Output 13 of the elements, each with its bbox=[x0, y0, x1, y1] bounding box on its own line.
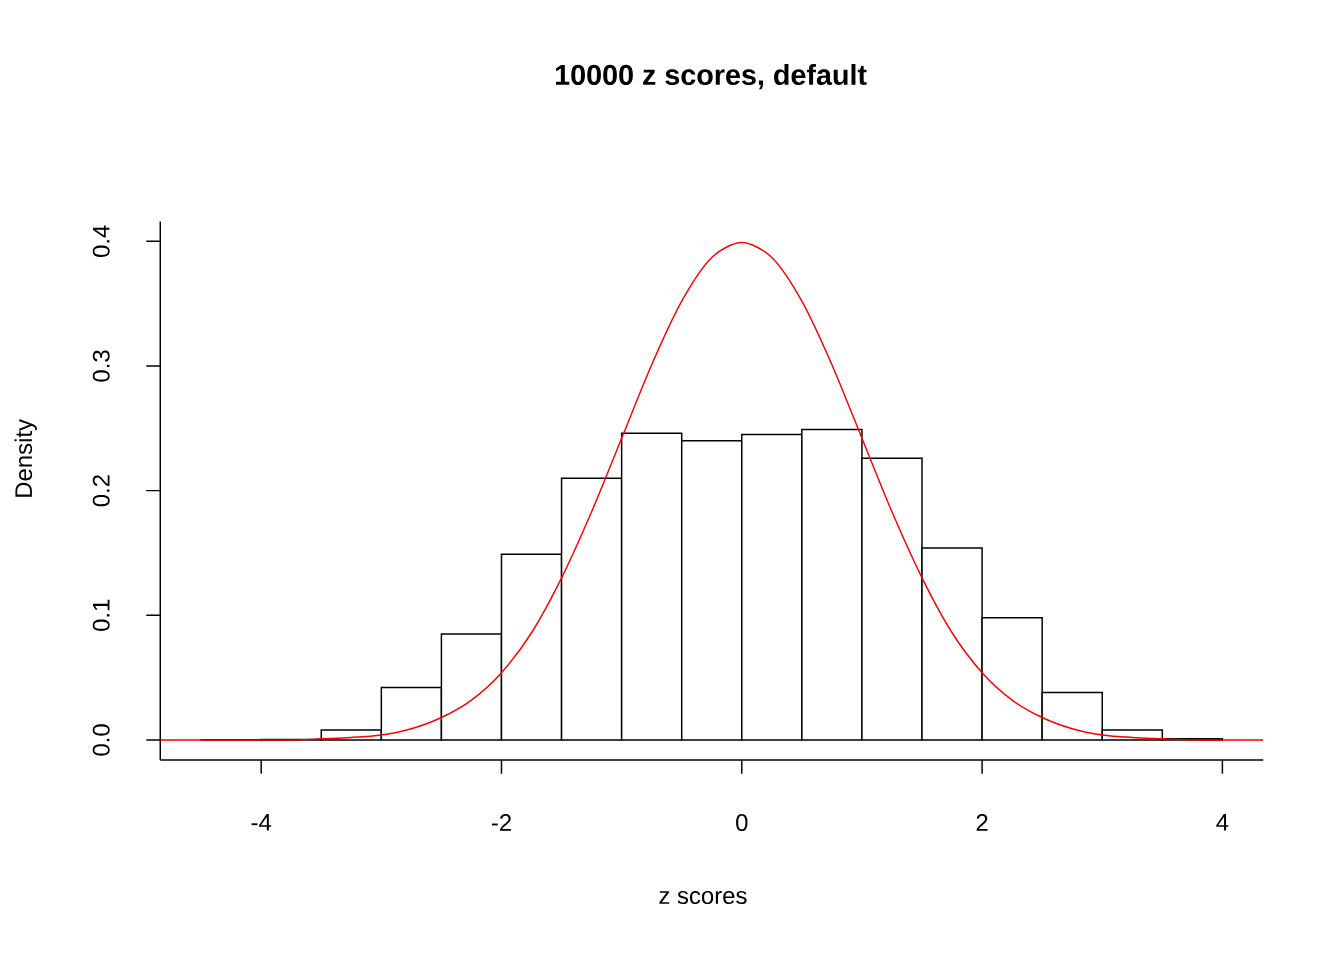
x-tick-label: 4 bbox=[1216, 813, 1229, 831]
chart-title: 10000 z scores, default bbox=[556, 63, 867, 90]
y-tick-label: 0.3 bbox=[92, 350, 110, 382]
x-tick-label: 2 bbox=[976, 813, 988, 831]
x-tick-label: 0 bbox=[736, 813, 748, 831]
y-tick-label: 0.2 bbox=[92, 475, 110, 507]
y-tick-label: 0.0 bbox=[92, 724, 110, 756]
y-axis-title: Density bbox=[14, 418, 37, 497]
y-tick-label: 0.4 bbox=[92, 225, 110, 257]
x-tick-label: -2 bbox=[491, 813, 511, 831]
x-axis-title: z scores bbox=[659, 890, 747, 904]
x-tick-label: -4 bbox=[251, 813, 272, 831]
y-tick-label: 0.1 bbox=[92, 599, 110, 631]
